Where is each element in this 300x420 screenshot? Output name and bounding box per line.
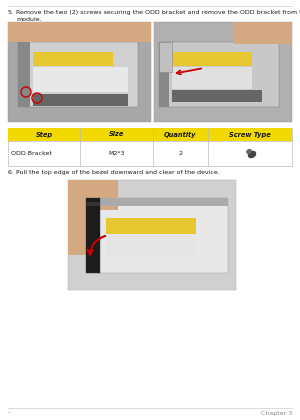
Bar xyxy=(8,128,292,141)
Text: ODD Bracket: ODD Bracket xyxy=(11,151,52,156)
Ellipse shape xyxy=(248,151,256,158)
Text: Chapter 3: Chapter 3 xyxy=(261,410,292,415)
Text: 5.: 5. xyxy=(8,10,14,15)
Bar xyxy=(68,205,93,255)
Bar xyxy=(18,42,138,107)
Bar xyxy=(86,198,100,273)
Bar xyxy=(106,218,196,234)
Text: Size: Size xyxy=(109,131,124,137)
Text: Pull the top edge of the bezel downward and clear of the device.: Pull the top edge of the bezel downward … xyxy=(16,170,220,175)
Text: –: – xyxy=(8,410,11,415)
Text: Step: Step xyxy=(35,131,52,138)
Bar xyxy=(33,94,128,106)
Bar xyxy=(159,42,172,72)
Text: 6.: 6. xyxy=(8,170,14,175)
Text: Quantity: Quantity xyxy=(164,131,197,138)
Text: Remove the two (2) screws securing the ODD bracket and remove the ODD bracket fr: Remove the two (2) screws securing the O… xyxy=(16,10,300,22)
Bar xyxy=(8,22,151,42)
Bar xyxy=(68,180,236,290)
Bar xyxy=(172,52,252,66)
Bar xyxy=(234,22,292,44)
Bar xyxy=(8,128,292,166)
Bar xyxy=(8,22,151,122)
Bar xyxy=(98,198,228,206)
Ellipse shape xyxy=(246,149,252,154)
Bar xyxy=(86,202,100,206)
Bar xyxy=(159,42,169,107)
Text: 2: 2 xyxy=(178,151,182,156)
Bar xyxy=(68,180,118,210)
Text: M2*3: M2*3 xyxy=(108,151,125,156)
Bar xyxy=(106,235,196,257)
Bar xyxy=(18,42,30,107)
Bar xyxy=(159,42,279,107)
Bar xyxy=(172,90,262,102)
Text: Screw Type: Screw Type xyxy=(229,131,271,137)
Bar xyxy=(33,67,128,92)
Bar xyxy=(172,67,252,89)
Bar xyxy=(33,52,113,66)
Bar xyxy=(98,198,228,273)
Bar xyxy=(154,22,292,122)
